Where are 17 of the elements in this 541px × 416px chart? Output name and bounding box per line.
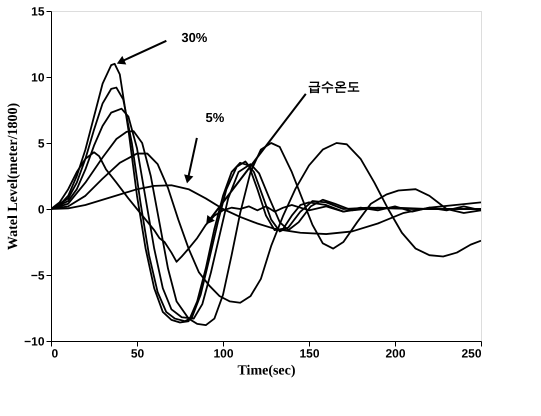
y-tick-label: 0 — [38, 202, 45, 216]
x-tick-label: 50 — [130, 346, 144, 360]
y-tick-label: −5 — [30, 268, 45, 282]
annotation: 30% — [181, 30, 208, 45]
x-tick-label: 100 — [213, 346, 234, 360]
x-tick-label: 200 — [385, 346, 406, 360]
annotation: 급수온도 — [308, 78, 360, 94]
y-tick-label: 15 — [31, 4, 45, 18]
x-axis-title: Time(sec) — [237, 364, 296, 378]
annotation: 5% — [205, 110, 225, 125]
x-tick-label: 0 — [52, 346, 58, 360]
y-tick-label: −10 — [24, 334, 45, 348]
x-tick-label: 150 — [299, 346, 320, 360]
y-axis-title: Watel Level(meter/1800) — [6, 102, 22, 250]
y-tick-label: 5 — [38, 136, 45, 150]
y-tick-label: 10 — [31, 70, 45, 84]
x-tick-label: 250 — [461, 346, 482, 360]
